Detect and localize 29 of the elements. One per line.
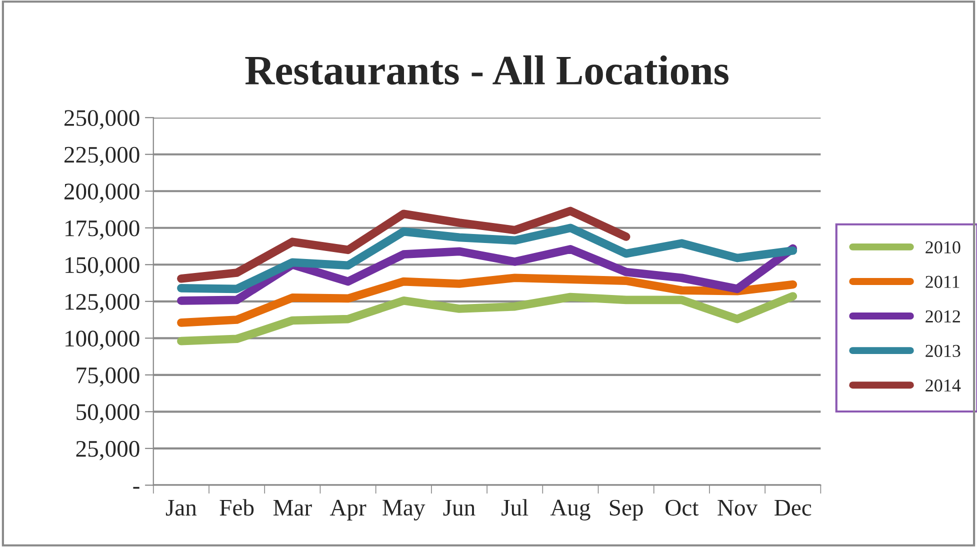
x-tick-label: Sep [610, 500, 643, 520]
y-tick-label: 150,000 [66, 257, 140, 276]
x-tick-label: Oct [666, 500, 699, 516]
y-tick-label: 175,000 [66, 220, 140, 240]
y-tick-label: 225,000 [64, 146, 140, 166]
x-tick-label: Feb [220, 499, 254, 516]
legend-label: 2011 [926, 276, 960, 288]
x-tick-label: Jul [502, 499, 528, 516]
x-tick-label: Dec [774, 500, 812, 516]
y-tick-label: 125,000 [66, 294, 140, 314]
legend-label: 2010 [926, 241, 960, 254]
legend-label: 2014 [926, 379, 961, 392]
y-tick-label: 100,000 [66, 330, 140, 350]
x-tick-label: Jan [166, 500, 197, 516]
x-tick-label: Mar [273, 500, 312, 516]
y-tick-label: - [133, 486, 140, 489]
y-tick-label: 200,000 [64, 184, 140, 203]
y-tick-label: 50,000 [76, 404, 140, 424]
legend-label: 2013 [926, 344, 960, 358]
chart-title: Restaurants - All Locations [245, 55, 728, 85]
x-tick-label: Apr [330, 500, 366, 520]
x-tick-label: Nov [718, 500, 758, 516]
x-tick-label: May [382, 500, 426, 520]
legend-label: 2012 [926, 310, 960, 323]
y-tick-label: 75,000 [76, 367, 140, 387]
y-tick-label: 250,000 [64, 110, 140, 130]
x-tick-label: Jun [443, 500, 476, 516]
y-tick-label: 25,000 [76, 440, 140, 460]
x-tick-label: Aug [550, 500, 590, 520]
